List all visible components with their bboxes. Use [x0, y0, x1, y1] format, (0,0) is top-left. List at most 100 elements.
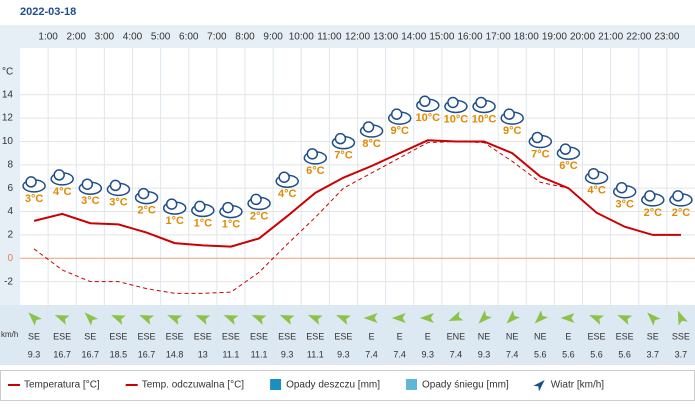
wind-arrow [111, 314, 126, 325]
weather-icon [416, 95, 440, 113]
wind-direction: ESE [53, 331, 71, 341]
x-tick-label: 16:00 [457, 32, 482, 43]
weather-icon [219, 201, 243, 219]
wind-speed: 7.4 [365, 349, 378, 359]
value-label: 4°C [53, 186, 72, 198]
value-label: 6°C [306, 165, 325, 177]
wind-direction: SE [28, 331, 40, 341]
cloud [278, 171, 290, 183]
wind-speed: 5.6 [618, 349, 631, 359]
wind-speed: 11.1 [251, 349, 268, 359]
value-label: 9°C [503, 125, 522, 137]
cloud [531, 131, 544, 144]
wind-speed: 11.1 [223, 349, 240, 359]
wind-speed: 7.4 [393, 349, 406, 359]
wind-speed: 9.3 [281, 349, 294, 359]
x-tick-label: 12:00 [345, 32, 370, 43]
value-label: 7°C [531, 148, 550, 160]
x-tick-label: 9:00 [263, 32, 283, 43]
cloud [644, 190, 656, 202]
x-tick-label: 17:00 [486, 32, 511, 43]
wind-speed: 9.3 [337, 349, 350, 359]
wind-speed: 3.7 [675, 349, 688, 359]
wind-direction: ESE [334, 331, 352, 341]
wind-speed: 5.6 [534, 349, 547, 359]
wind-speed: 7.4 [506, 349, 519, 359]
wind-speed: 13 [198, 349, 208, 359]
cloud [615, 181, 628, 194]
weather-icon [78, 178, 103, 195]
wind-direction: NE [534, 331, 547, 341]
cloud [222, 201, 234, 214]
value-label: 9°C [390, 125, 409, 137]
wind-speed: 5.6 [562, 349, 575, 359]
wind-arrow [336, 314, 351, 325]
wind-arrow [448, 311, 464, 322]
weather-icon [500, 108, 524, 125]
weather-icon [669, 190, 693, 207]
y-tick-label: 0 [7, 253, 13, 264]
cloud [53, 169, 65, 181]
value-label: 2°C [644, 207, 663, 219]
cloud [137, 187, 150, 200]
legend-swatch [533, 380, 545, 392]
cloud [81, 178, 94, 190]
value-label: 1°C [165, 215, 184, 227]
weather-icon [359, 121, 384, 138]
cloud [672, 190, 684, 202]
wind-direction: SE [647, 331, 659, 341]
x-tick-label: 11:00 [317, 32, 342, 43]
wind-arrow [589, 314, 605, 325]
x-tick-label: 8:00 [235, 32, 255, 43]
cloud [306, 148, 319, 160]
wind-arrow [391, 313, 406, 323]
x-tick-label: 2:00 [67, 32, 87, 43]
wind-arrow [139, 314, 155, 325]
x-tick-label: 23:00 [654, 32, 679, 43]
x-tick-label: 7:00 [207, 32, 227, 43]
weather-icon [106, 179, 131, 197]
value-label: 1°C [194, 217, 213, 229]
wind-direction: ESE [109, 331, 127, 341]
value-label: 4°C [278, 188, 297, 200]
x-tick-label: 18:00 [514, 32, 539, 43]
weather-icon [191, 200, 215, 218]
x-tick-label: 1:00 [38, 32, 58, 43]
y-tick-label: -2 [4, 276, 13, 287]
y-tick-label: 2 [7, 230, 13, 241]
cloud [559, 143, 572, 155]
weather-icon [641, 190, 665, 207]
value-label: 6°C [559, 160, 578, 172]
legend-label: Temp. odczuwalna [°C] [142, 380, 245, 391]
wind-direction: E [369, 331, 375, 341]
wind-arrow [560, 313, 575, 323]
wind-arrow [419, 313, 434, 323]
legend-label: Temperatura [°C] [24, 380, 100, 391]
x-tick-label: 3:00 [95, 32, 115, 43]
y-tick-label: 8 [7, 159, 13, 170]
y-tick-label: 12 [2, 113, 14, 124]
weather-icon [50, 169, 74, 186]
weather-icon [528, 131, 553, 149]
wind-direction: SSE [672, 331, 690, 341]
y-tick-label: 4 [7, 206, 13, 217]
x-tick-label: 21:00 [598, 32, 623, 43]
wind-direction: NE [478, 331, 491, 341]
wind-direction: ESE [138, 331, 156, 341]
weather-icon [331, 132, 356, 150]
weather-icon [162, 198, 187, 215]
cloud [447, 96, 459, 109]
y-axis-label: °C [2, 67, 13, 78]
wind-arrow [647, 312, 661, 326]
cloud [587, 167, 600, 180]
x-tick-label: 13:00 [373, 32, 398, 43]
hour-band [0, 25, 695, 48]
weather-icon [444, 96, 468, 114]
wind-speed: 16.7 [53, 349, 71, 359]
wind-speed: 16.7 [82, 349, 100, 359]
value-label: 3°C [109, 196, 128, 208]
wind-arrow [167, 314, 183, 325]
wind-arrow [363, 313, 378, 323]
wind-arrow [677, 310, 688, 326]
